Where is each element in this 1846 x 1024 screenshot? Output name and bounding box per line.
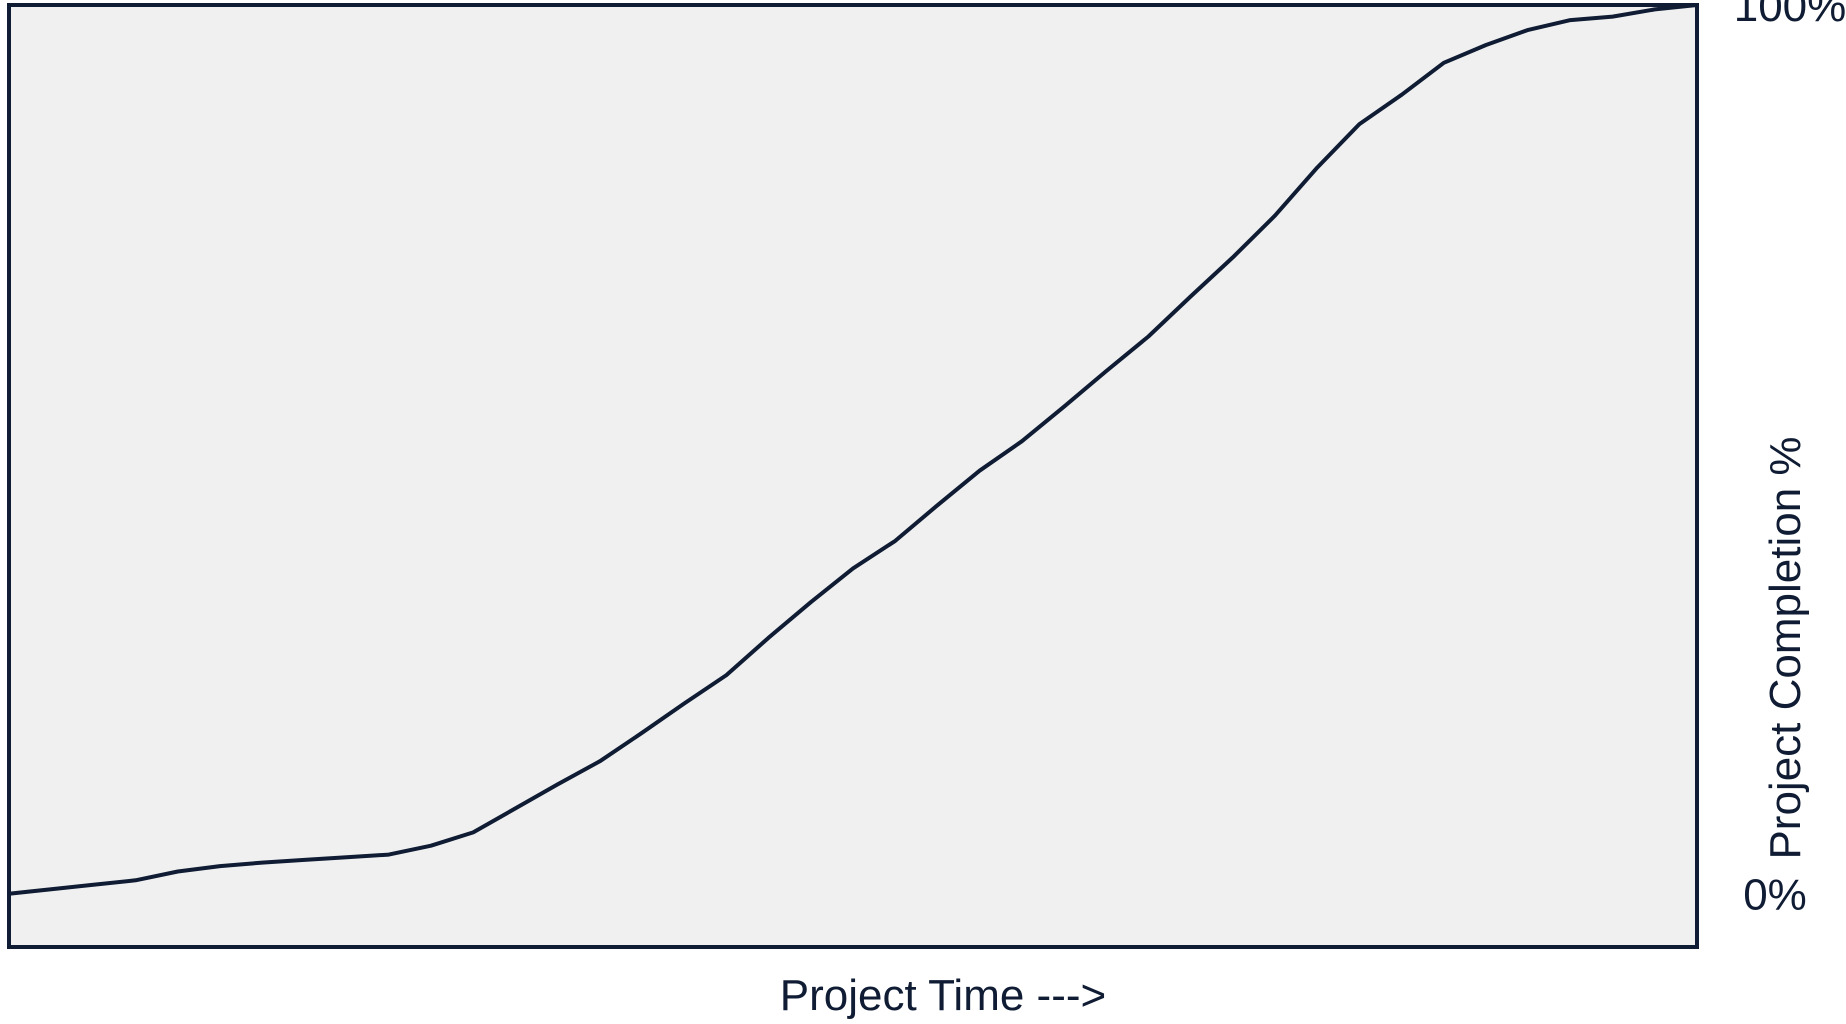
y-tick-label: 0%	[1743, 871, 1807, 920]
y-axis-label: Project Completion %	[1761, 436, 1810, 859]
plot-frame	[7, 3, 1699, 949]
series-line	[7, 3, 1699, 896]
y-axis-ticks: 0% 100%	[1734, 0, 1846, 920]
y-tick-label: 100%	[1734, 0, 1846, 31]
x-axis-label: Project Time --->	[780, 971, 1106, 1019]
plot-area	[9, 5, 1697, 947]
